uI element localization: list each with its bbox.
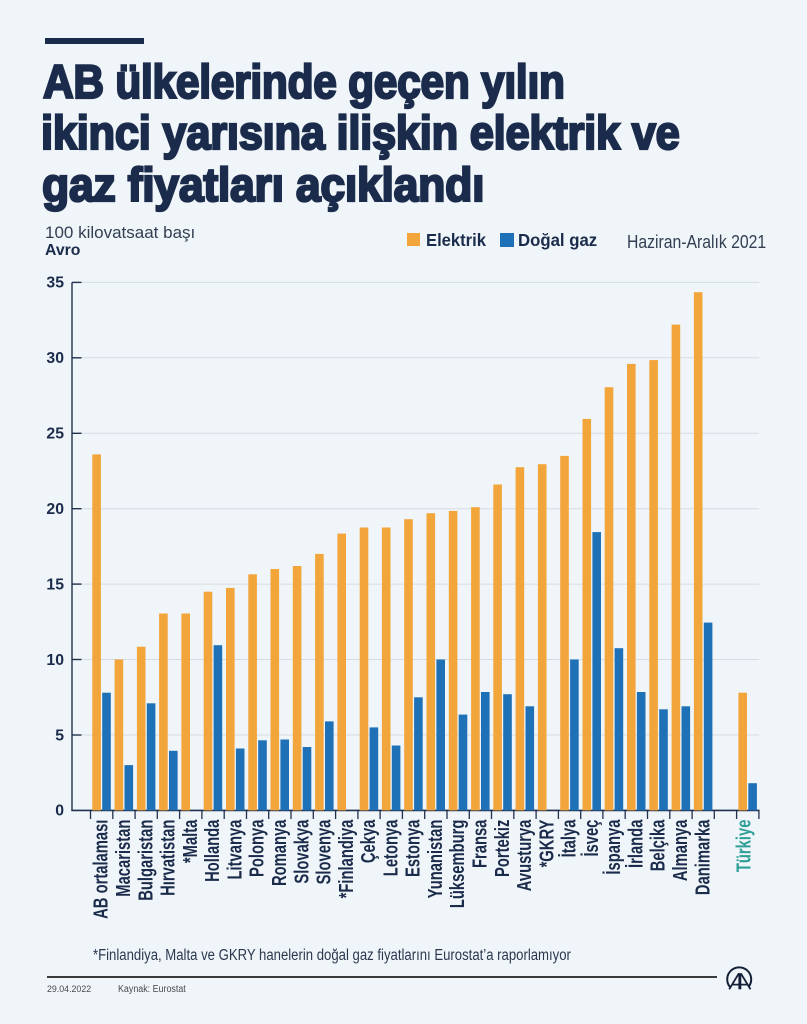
svg-text:Polonya: Polonya — [245, 819, 268, 877]
svg-text:Almanya: Almanya — [669, 819, 692, 881]
svg-text:Danimarka: Danimarka — [691, 819, 714, 895]
svg-text:35: 35 — [46, 275, 64, 292]
svg-text:Fransa: Fransa — [468, 819, 491, 868]
svg-text:Litvanya: Litvanya — [223, 819, 246, 880]
svg-text:Yunanistan: Yunanistan — [424, 820, 447, 899]
svg-text:Bulgaristan: Bulgaristan — [134, 820, 157, 901]
svg-text:Hırvatistan: Hırvatistan — [156, 820, 179, 896]
svg-text:Estonya: Estonya — [401, 819, 424, 877]
svg-text:Slovenya: Slovenya — [312, 819, 335, 885]
svg-text:İsveç: İsveç — [580, 820, 603, 857]
svg-text:Macaristan: Macaristan — [112, 820, 135, 897]
svg-text:30: 30 — [46, 350, 64, 367]
svg-text:İtalya: İtalya — [557, 819, 580, 858]
svg-text:Belçika: Belçika — [646, 819, 669, 872]
svg-text:20: 20 — [46, 501, 64, 518]
svg-text:Letonya: Letonya — [379, 819, 402, 876]
svg-text:25: 25 — [46, 426, 64, 443]
svg-text:İrlanda: İrlanda — [624, 819, 647, 868]
svg-text:5: 5 — [55, 727, 64, 744]
svg-text:Romanya: Romanya — [268, 819, 291, 886]
svg-text:0: 0 — [55, 803, 64, 820]
svg-text:Türkiye: Türkiye — [732, 820, 755, 873]
svg-text:15: 15 — [46, 576, 64, 593]
svg-text:*Finlandiya: *Finlandiya — [334, 819, 357, 899]
svg-text:AB ortalaması: AB ortalaması — [89, 820, 112, 919]
svg-text:*GKRY: *GKRY — [535, 820, 558, 868]
svg-text:Çekya: Çekya — [357, 819, 380, 863]
svg-text:10: 10 — [46, 652, 64, 669]
svg-text:Hollanda: Hollanda — [201, 819, 224, 882]
svg-text:Slovakya: Slovakya — [290, 819, 313, 884]
svg-text:İspanya: İspanya — [602, 819, 625, 875]
svg-text:Avusturya: Avusturya — [513, 819, 536, 892]
svg-text:Lüksemburg: Lüksemburg — [446, 820, 469, 909]
svg-text:Portekiz: Portekiz — [490, 820, 513, 877]
svg-text:*Malta: *Malta — [179, 819, 202, 863]
